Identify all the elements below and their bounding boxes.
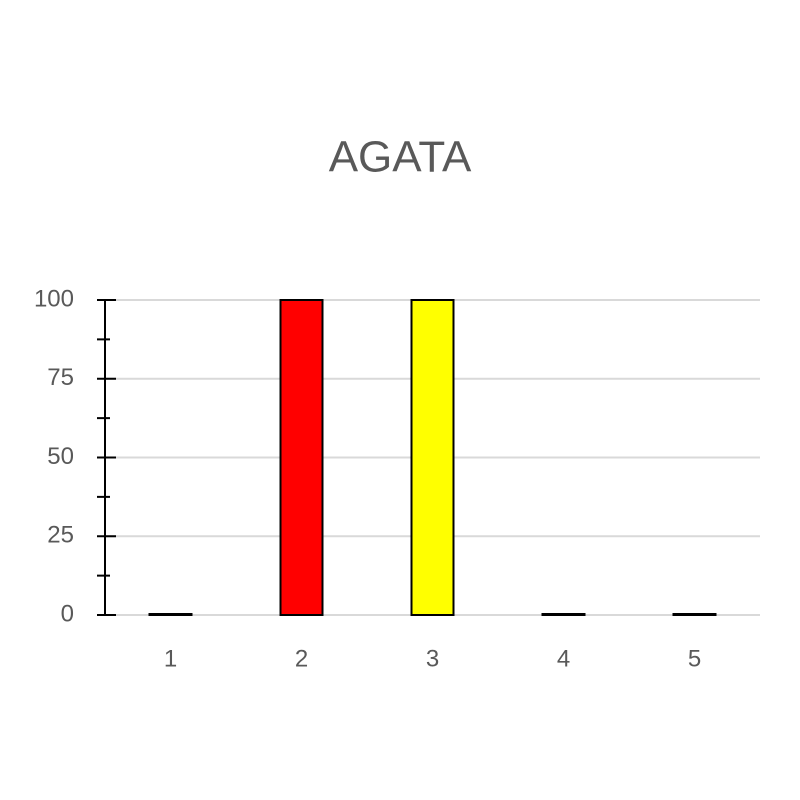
chart-title: AGATA	[329, 133, 472, 182]
y-tick-label: 0	[61, 600, 74, 627]
x-tick-label: 1	[164, 645, 177, 672]
bar	[279, 299, 324, 616]
bar	[148, 613, 193, 616]
y-tick-label: 100	[34, 285, 74, 312]
x-tick-label: 3	[426, 645, 439, 672]
y-tick-label: 50	[47, 443, 74, 470]
x-tick-label: 4	[557, 645, 570, 672]
bar	[672, 613, 717, 616]
bar	[410, 299, 455, 616]
x-tick-label: 2	[295, 645, 308, 672]
y-tick-label: 25	[47, 522, 74, 549]
y-tick-label: 75	[47, 364, 74, 391]
x-tick-label: 5	[688, 645, 701, 672]
bar	[541, 613, 586, 616]
